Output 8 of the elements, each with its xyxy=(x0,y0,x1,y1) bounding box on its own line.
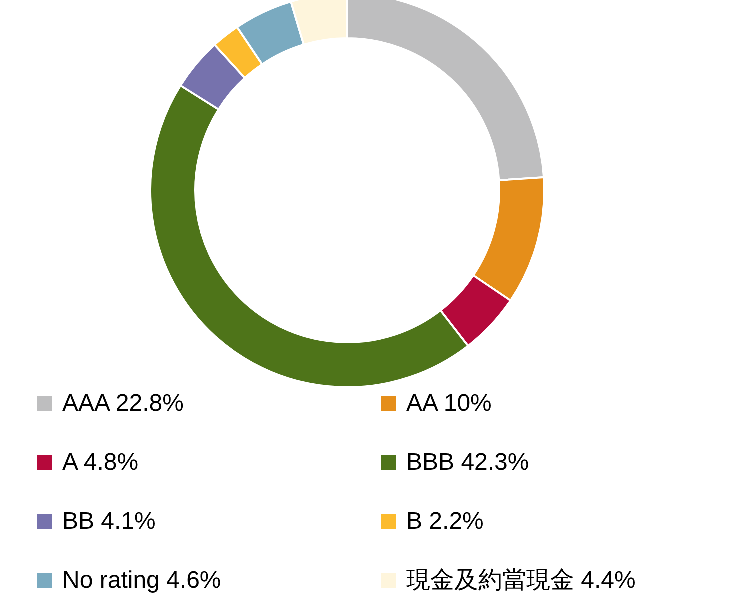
legend-label: B 2.2% xyxy=(406,508,484,535)
legend-label: BB 4.1% xyxy=(62,508,156,535)
legend-label: A 4.8% xyxy=(62,449,139,476)
legend-label: BBB 42.3% xyxy=(406,449,530,476)
legend-label: AAA 22.8% xyxy=(62,390,184,417)
legend-label: AA 10% xyxy=(406,390,492,417)
legend-label: 現金及約當現金 4.4% xyxy=(406,567,636,594)
legend-label: No rating 4.6% xyxy=(62,567,222,594)
